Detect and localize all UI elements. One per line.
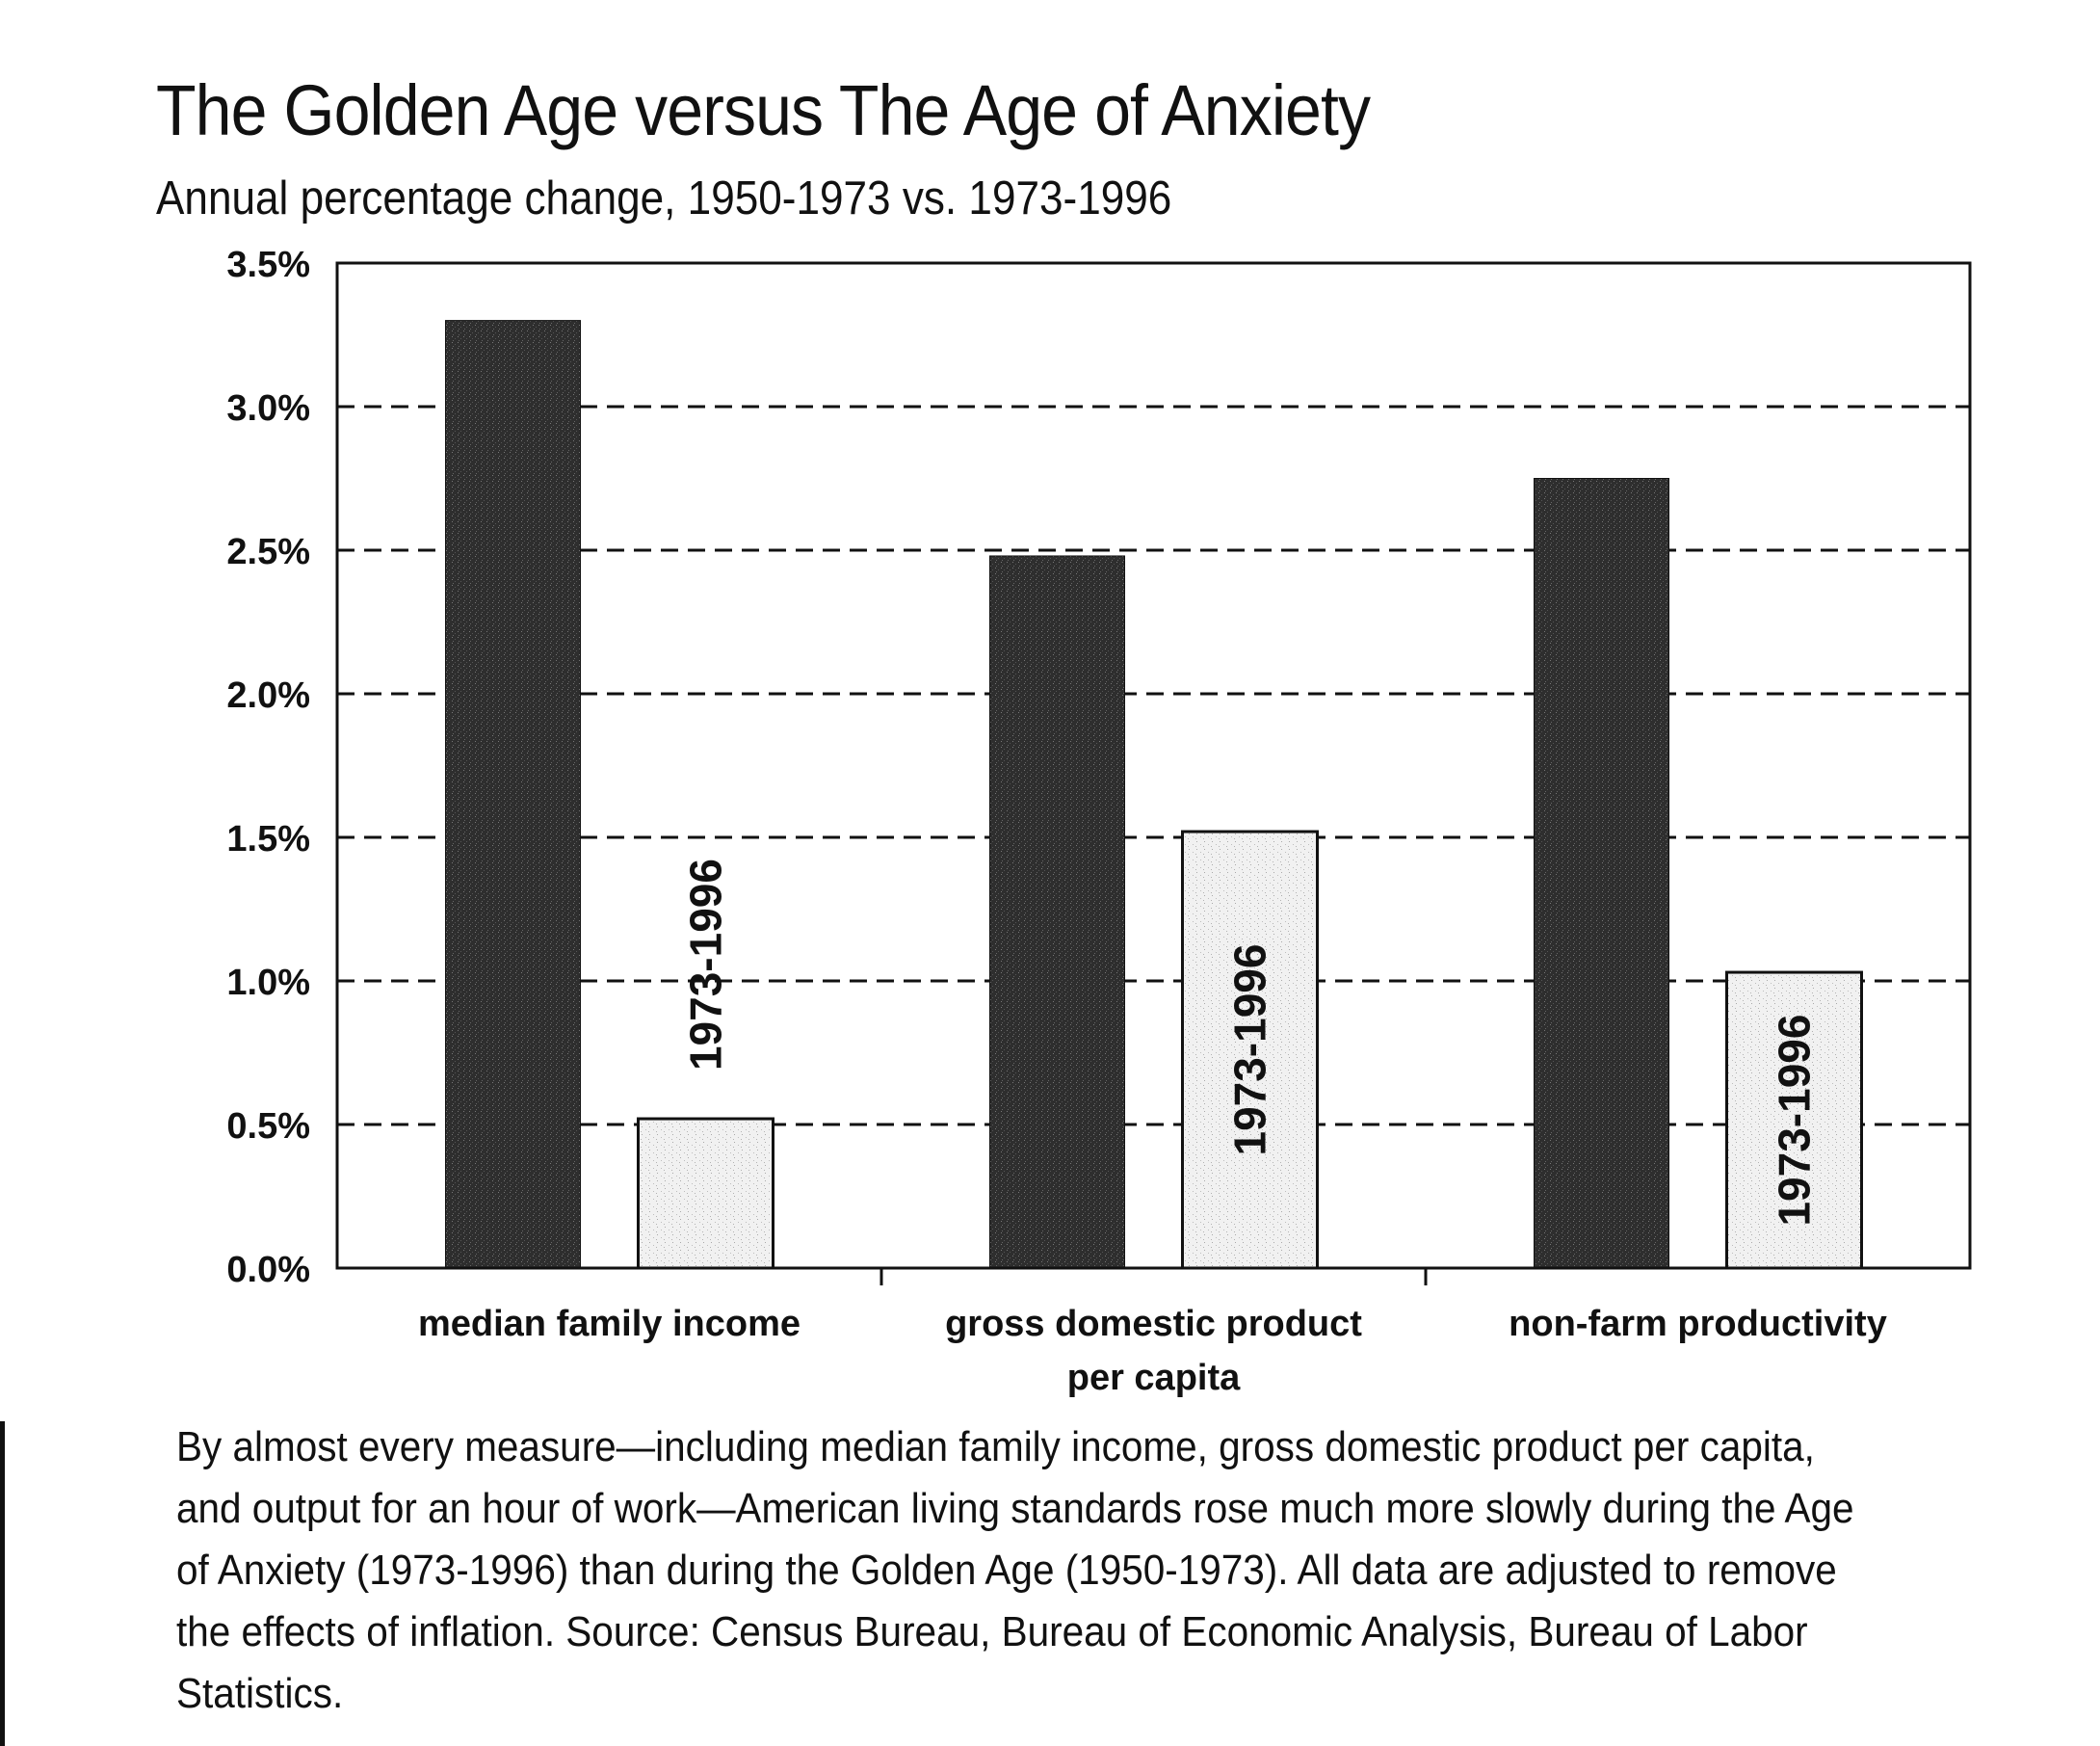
y-tick-label: 3.0% xyxy=(226,388,310,429)
chart-title: The Golden Age versus The Age of Anxiety xyxy=(156,70,1371,150)
bar-data-label: 1973-1996 xyxy=(1225,944,1275,1156)
y-tick-label: 2.5% xyxy=(226,532,310,572)
bar-data-label: 1973-1996 xyxy=(681,859,731,1071)
x-category-label: non-farm productivity xyxy=(1509,1304,1887,1344)
x-category-label: per capita xyxy=(1067,1358,1241,1398)
bar-1950-1973 xyxy=(1534,478,1669,1269)
y-tick-label: 0.5% xyxy=(226,1106,310,1147)
y-tick-label: 0.0% xyxy=(226,1250,310,1290)
x-category-label: gross domestic product xyxy=(945,1304,1362,1344)
bar-1973-1996 xyxy=(1181,830,1319,1270)
labels: 0.0% 0.5% 1.0% 1.5% 2.0% 2.5% 3.0% 3.5% 1973-199… xyxy=(226,245,1886,1398)
bars xyxy=(445,320,1863,1270)
axes xyxy=(335,261,1972,1285)
y-tick-label: 3.5% xyxy=(226,245,310,285)
bar-1973-1996 xyxy=(637,1117,774,1270)
scan-edge-mark xyxy=(0,1421,5,1746)
figure-caption: By almost every measure—including median… xyxy=(176,1423,1854,1717)
bar-data-label: 1973-1996 xyxy=(1770,1015,1820,1227)
chart-subtitle: Annual percentage change, 1950-1973 vs. … xyxy=(156,172,1172,225)
bar-1950-1973 xyxy=(989,555,1125,1269)
x-category-label: median family income xyxy=(418,1304,801,1344)
bar-1950-1973 xyxy=(445,320,581,1269)
y-tick-label: 1.5% xyxy=(226,819,310,860)
plot-frame xyxy=(335,261,1972,1270)
grid-lines xyxy=(337,405,1970,1126)
y-tick-label: 2.0% xyxy=(226,675,310,716)
y-tick-label: 1.0% xyxy=(226,963,310,1003)
